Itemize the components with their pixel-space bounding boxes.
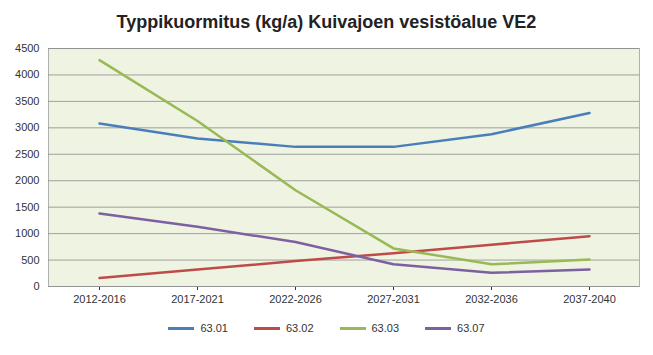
svg-text:3500: 3500 xyxy=(15,95,39,107)
svg-text:4500: 4500 xyxy=(15,42,39,54)
svg-text:1000: 1000 xyxy=(15,227,39,239)
html-text:Typpikuormitus (kg/a) Kuivajoe: Typpikuormitus (kg/a) Kuivajoen vesistöa… xyxy=(116,12,537,32)
html-text:63.07: 63.07 xyxy=(457,322,485,334)
html-text:63.01: 63.01 xyxy=(200,322,228,334)
svg-text:2017-2021: 2017-2021 xyxy=(171,293,224,305)
html-text:63.03: 63.03 xyxy=(371,322,399,334)
svg-text:2500: 2500 xyxy=(15,148,39,160)
svg-text:2032-2036: 2032-2036 xyxy=(465,293,518,305)
svg-text:4000: 4000 xyxy=(15,68,39,80)
svg-text:2012-2016: 2012-2016 xyxy=(73,293,126,305)
svg-text:2027-2031: 2027-2031 xyxy=(367,293,420,305)
svg-text:2022-2026: 2022-2026 xyxy=(269,293,322,305)
svg-text:2037-2040: 2037-2040 xyxy=(563,293,616,305)
svg-text:0: 0 xyxy=(33,280,39,292)
svg-text:1500: 1500 xyxy=(15,201,39,213)
svg-text:3000: 3000 xyxy=(15,121,39,133)
svg-text:2000: 2000 xyxy=(15,174,39,186)
svg-text:500: 500 xyxy=(21,254,39,266)
html-text:63.02: 63.02 xyxy=(286,322,314,334)
